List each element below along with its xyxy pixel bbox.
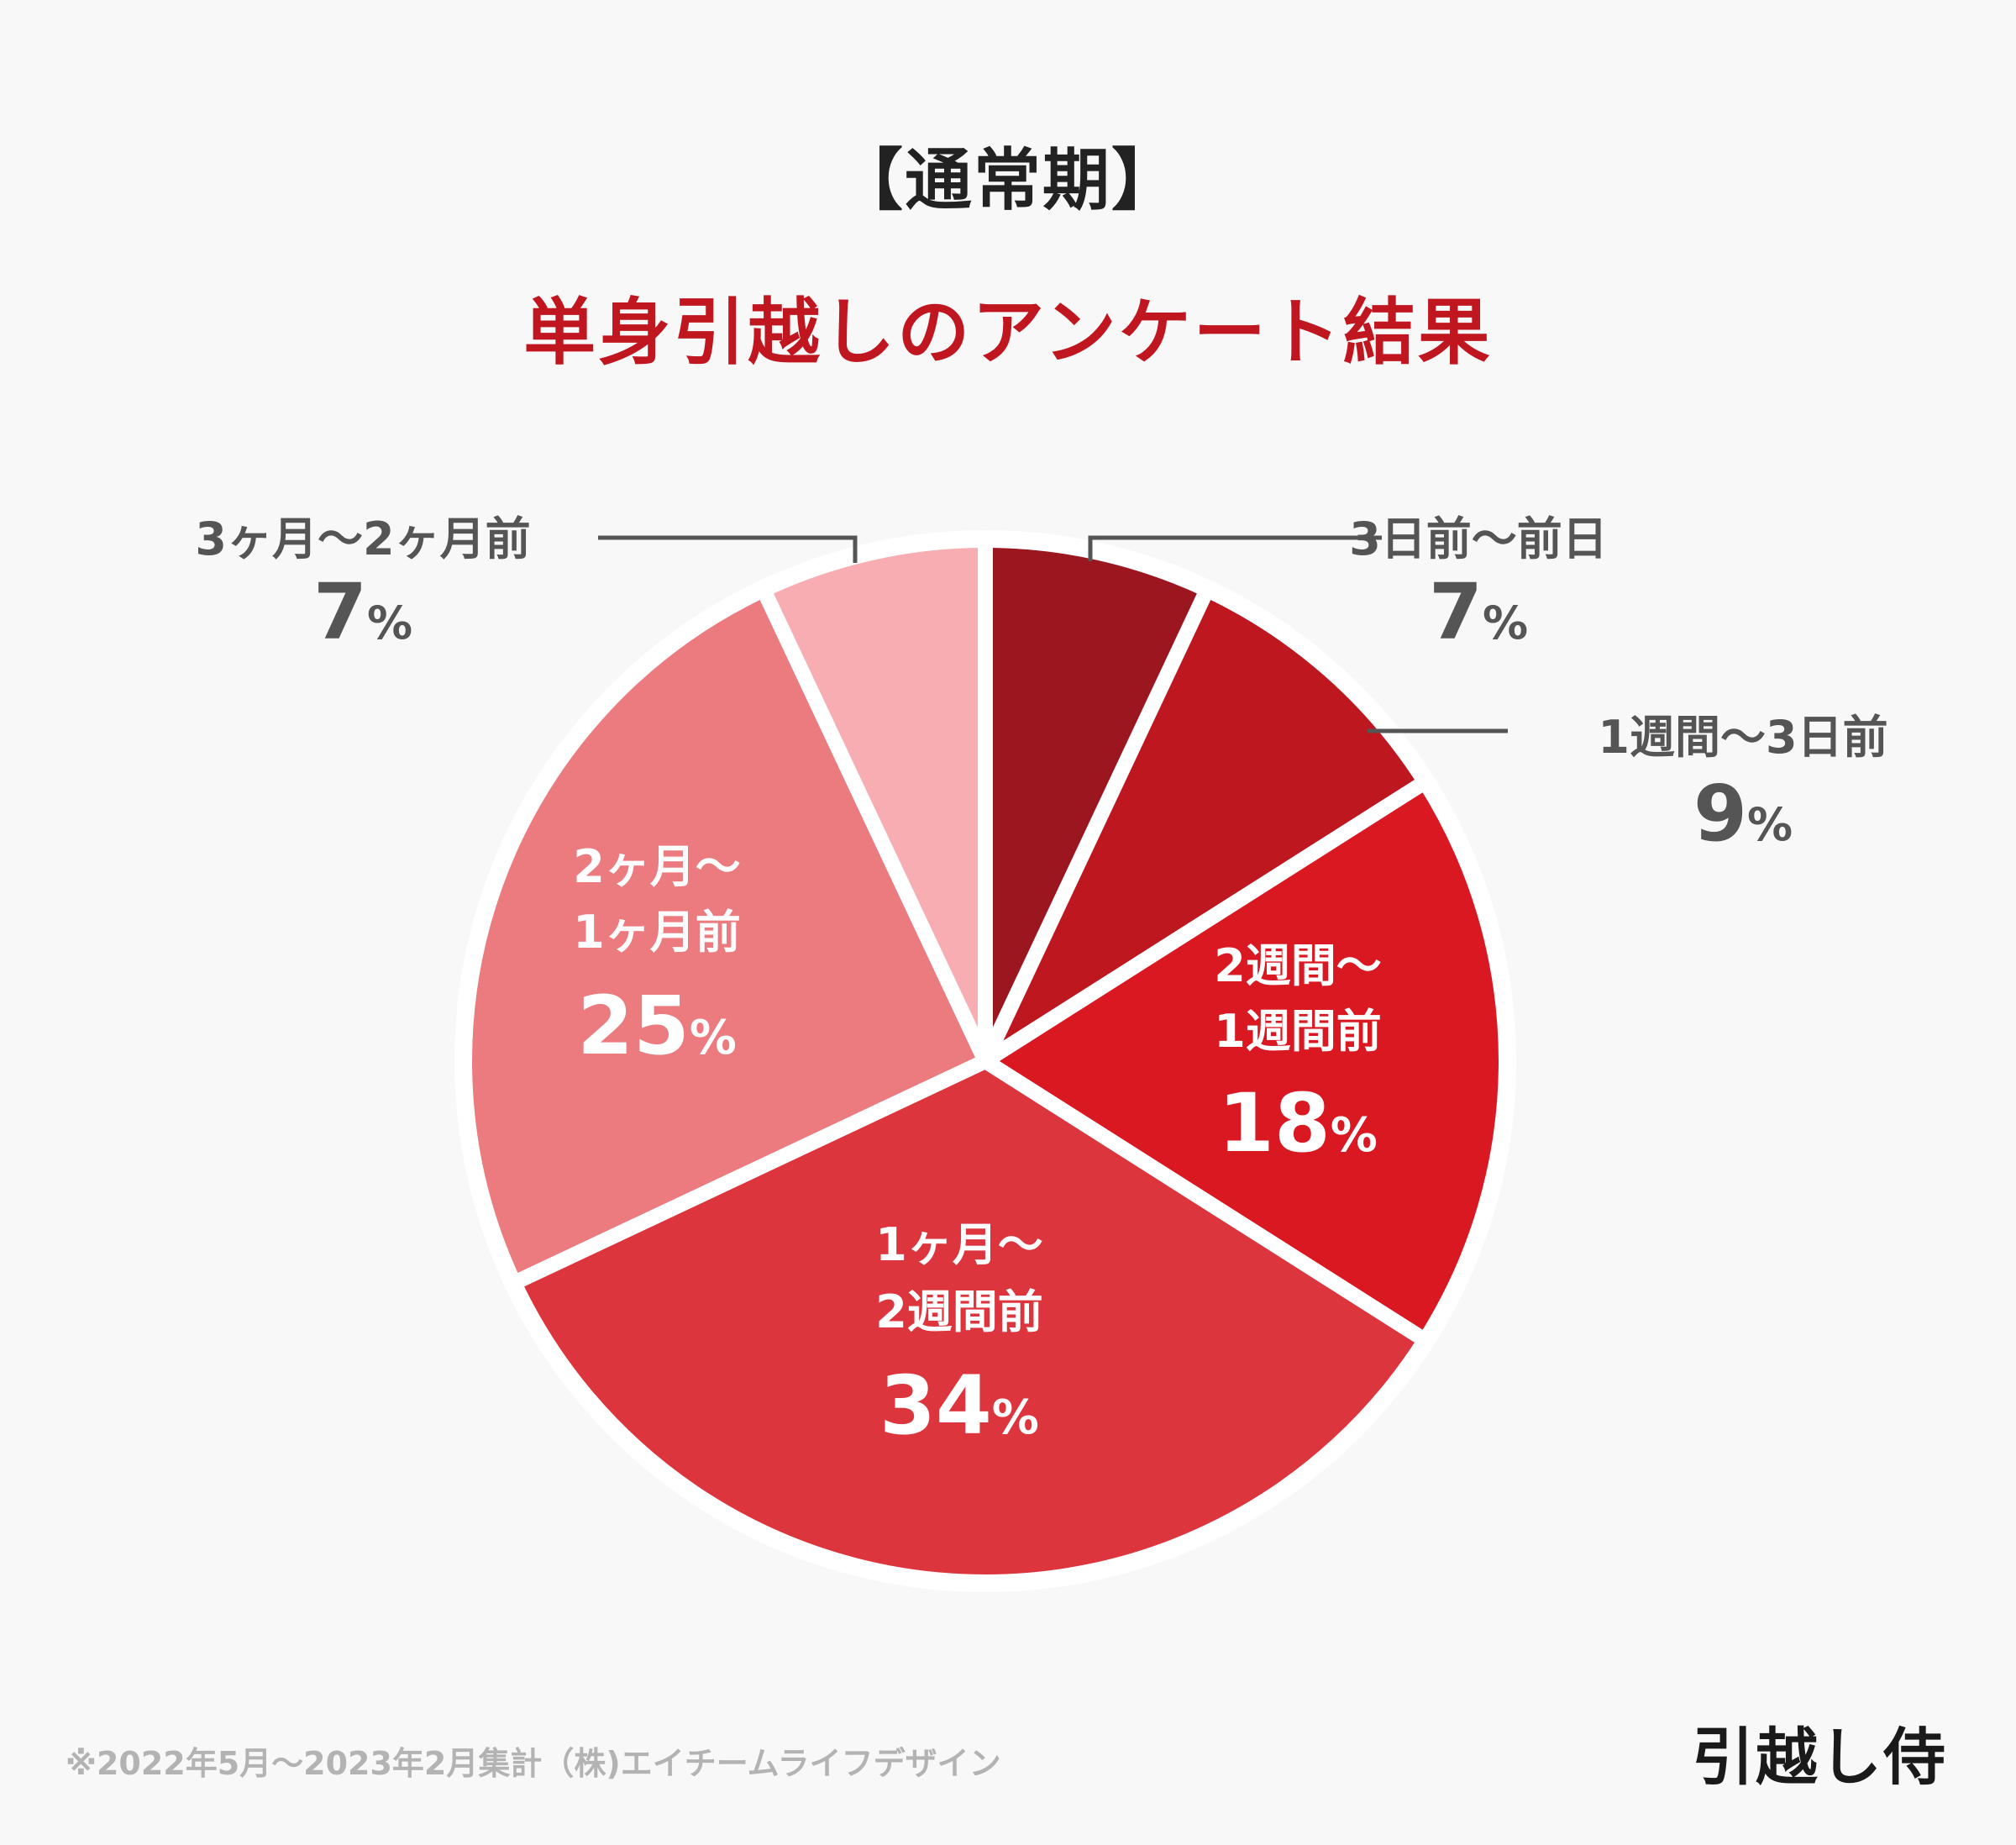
slice-2-label: 1週間～3日前 xyxy=(1598,711,1887,764)
footnote: ※2022年5月～2023年2月集計（株)エイチームライフデザイン xyxy=(66,1745,1001,1782)
slice-5-value-label: 25% xyxy=(577,979,737,1073)
slice-4-label-line-2: 2週間前 xyxy=(875,1285,1043,1338)
slice-5-label-line-1: 2ヶ月～ xyxy=(573,840,741,893)
slice-1-value-label: 7% xyxy=(1429,567,1528,657)
slice-6-value-label: 7% xyxy=(313,567,412,657)
slice-3-label-line-2: 1週間前 xyxy=(1214,1005,1382,1058)
slice-6-label: 3ヶ月～2ヶ月前 xyxy=(195,512,530,565)
slice-1-leader-line xyxy=(1088,535,1382,561)
slice-4-value-label: 34% xyxy=(879,1359,1039,1453)
leader-lines xyxy=(598,535,1508,733)
slice-2-wedge xyxy=(978,582,1433,1069)
slice-3-wedge xyxy=(978,774,1514,1348)
slice-1-label: 3日前～前日 xyxy=(1349,512,1608,565)
slice-6-leader-line xyxy=(598,535,858,563)
chart-subtitle: 単身引越しのアンケート結果 xyxy=(523,291,1493,375)
slice-5-wedge xyxy=(457,582,993,1290)
slice-4-wedge xyxy=(507,1054,1433,1590)
pie-slices xyxy=(457,533,1514,1590)
slice-3-label-line-1: 2週間～ xyxy=(1214,939,1382,992)
slice-labels: 3日前～前日7%1週間～3日前9%2週間～1週間前18%1ヶ月～2週間前34%2… xyxy=(195,512,1887,1453)
slice-3-value-label: 18% xyxy=(1218,1076,1378,1170)
slice-4-label-line-1: 1ヶ月～ xyxy=(875,1218,1043,1271)
brand-logo-text: 引越し侍 xyxy=(1692,1721,1947,1794)
slice-2-value-label: 9% xyxy=(1693,769,1793,859)
chart-title: 【通常期】 xyxy=(836,141,1180,219)
slice-6-wedge xyxy=(756,533,993,1069)
slice-5-label-line-2: 1ヶ月前 xyxy=(573,906,741,959)
